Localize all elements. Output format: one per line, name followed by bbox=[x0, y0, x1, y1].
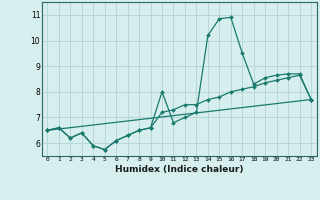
X-axis label: Humidex (Indice chaleur): Humidex (Indice chaleur) bbox=[115, 165, 244, 174]
